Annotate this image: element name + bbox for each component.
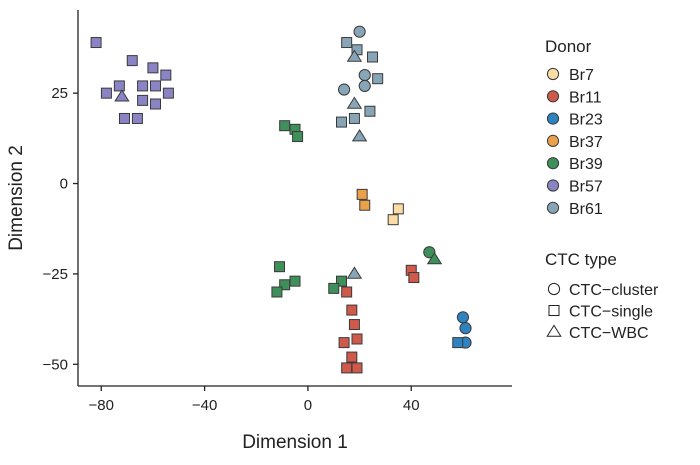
ctc-type-legend-title: CTC type	[545, 250, 617, 269]
data-point	[364, 105, 376, 117]
y-tick-label: −50	[43, 356, 68, 373]
data-point	[346, 351, 358, 363]
donor-legend: Donor Br7 Br11 Br23 Br37 Br39 Br57 Br61	[545, 37, 603, 218]
data-point	[336, 275, 347, 287]
legend-shape	[546, 324, 562, 337]
legend-shape	[547, 282, 561, 296]
data-point	[160, 69, 172, 81]
legend-label: Br23	[569, 112, 603, 129]
data-point	[90, 37, 102, 49]
data-point	[336, 116, 347, 128]
data-point	[359, 199, 371, 211]
data-point	[346, 49, 363, 62]
data-point	[459, 322, 472, 335]
legend-swatch	[546, 134, 560, 147]
legend-label: Br11	[569, 89, 602, 106]
data-point	[162, 87, 174, 99]
x-tick-label: 40	[403, 397, 420, 414]
data-point	[279, 120, 291, 132]
legend-shape	[548, 305, 560, 316]
x-tick-label: −80	[89, 397, 114, 414]
data-point	[337, 83, 351, 96]
data-point	[372, 73, 384, 85]
data-point	[367, 51, 378, 63]
data-point	[271, 286, 283, 298]
data-point	[328, 282, 340, 294]
legend-label: Br61	[569, 201, 603, 218]
data-point	[456, 311, 470, 324]
data-point	[356, 188, 368, 200]
legend-swatch	[546, 67, 560, 81]
data-point	[346, 96, 363, 109]
data-point	[358, 68, 371, 82]
data-point	[358, 79, 371, 93]
legend-label: Br37	[569, 134, 603, 151]
x-tick-label: 0	[304, 397, 312, 414]
y-axis-ticks: −50 −25 0 25	[43, 85, 78, 373]
data-point	[452, 337, 464, 349]
legend-label: Br39	[569, 156, 603, 173]
data-point	[279, 279, 291, 291]
y-axis-title: Dimension 2	[6, 145, 27, 251]
legend-swatch	[546, 90, 560, 103]
data-point	[341, 362, 353, 374]
x-tick-label: −40	[192, 397, 217, 414]
x-axis-title: Dimension 1	[242, 432, 348, 453]
data-point	[289, 275, 301, 287]
legend-label: CTC−single	[569, 304, 653, 321]
data-points	[90, 25, 472, 374]
data-point	[338, 337, 350, 349]
data-point	[274, 261, 285, 273]
x-axis-ticks: −80 −40 0 40	[89, 386, 420, 414]
data-point	[114, 89, 130, 102]
data-point	[348, 319, 360, 331]
data-point	[351, 333, 363, 345]
data-point	[341, 286, 353, 298]
data-point	[137, 80, 149, 92]
data-point	[150, 80, 161, 92]
data-point	[150, 98, 161, 110]
data-point	[119, 112, 130, 124]
data-point	[392, 203, 404, 215]
data-point	[353, 25, 366, 38]
y-tick-label: −25	[43, 266, 68, 283]
legend-swatch	[546, 179, 560, 192]
legend-label: Br57	[569, 179, 603, 196]
axes	[77, 10, 512, 387]
data-point	[100, 87, 112, 99]
legend-label: Br7	[569, 67, 594, 84]
ctc-type-legend: CTC type CTC−cluster CTC−single CTC−WBC	[545, 250, 659, 342]
data-point	[408, 272, 420, 284]
data-point	[346, 266, 363, 279]
data-point	[341, 37, 353, 49]
data-point	[131, 112, 143, 124]
data-point	[137, 94, 149, 106]
data-point	[292, 131, 304, 143]
data-point	[113, 80, 125, 92]
legend-swatch	[546, 157, 560, 170]
data-point	[348, 112, 360, 124]
legend-swatch	[546, 112, 560, 125]
data-point	[346, 304, 358, 316]
y-tick-label: 25	[51, 85, 68, 102]
data-point	[351, 362, 363, 374]
data-point	[351, 128, 368, 142]
data-point	[147, 62, 159, 74]
data-point	[126, 55, 138, 67]
y-tick-label: 0	[60, 176, 68, 193]
donor-legend-title: Donor	[545, 37, 592, 56]
data-point	[423, 246, 436, 259]
legend-label: CTC−cluster	[569, 282, 659, 299]
legend-swatch	[546, 201, 560, 214]
legend-label: CTC−WBC	[569, 325, 649, 342]
data-point	[387, 214, 399, 226]
data-point	[426, 251, 443, 265]
